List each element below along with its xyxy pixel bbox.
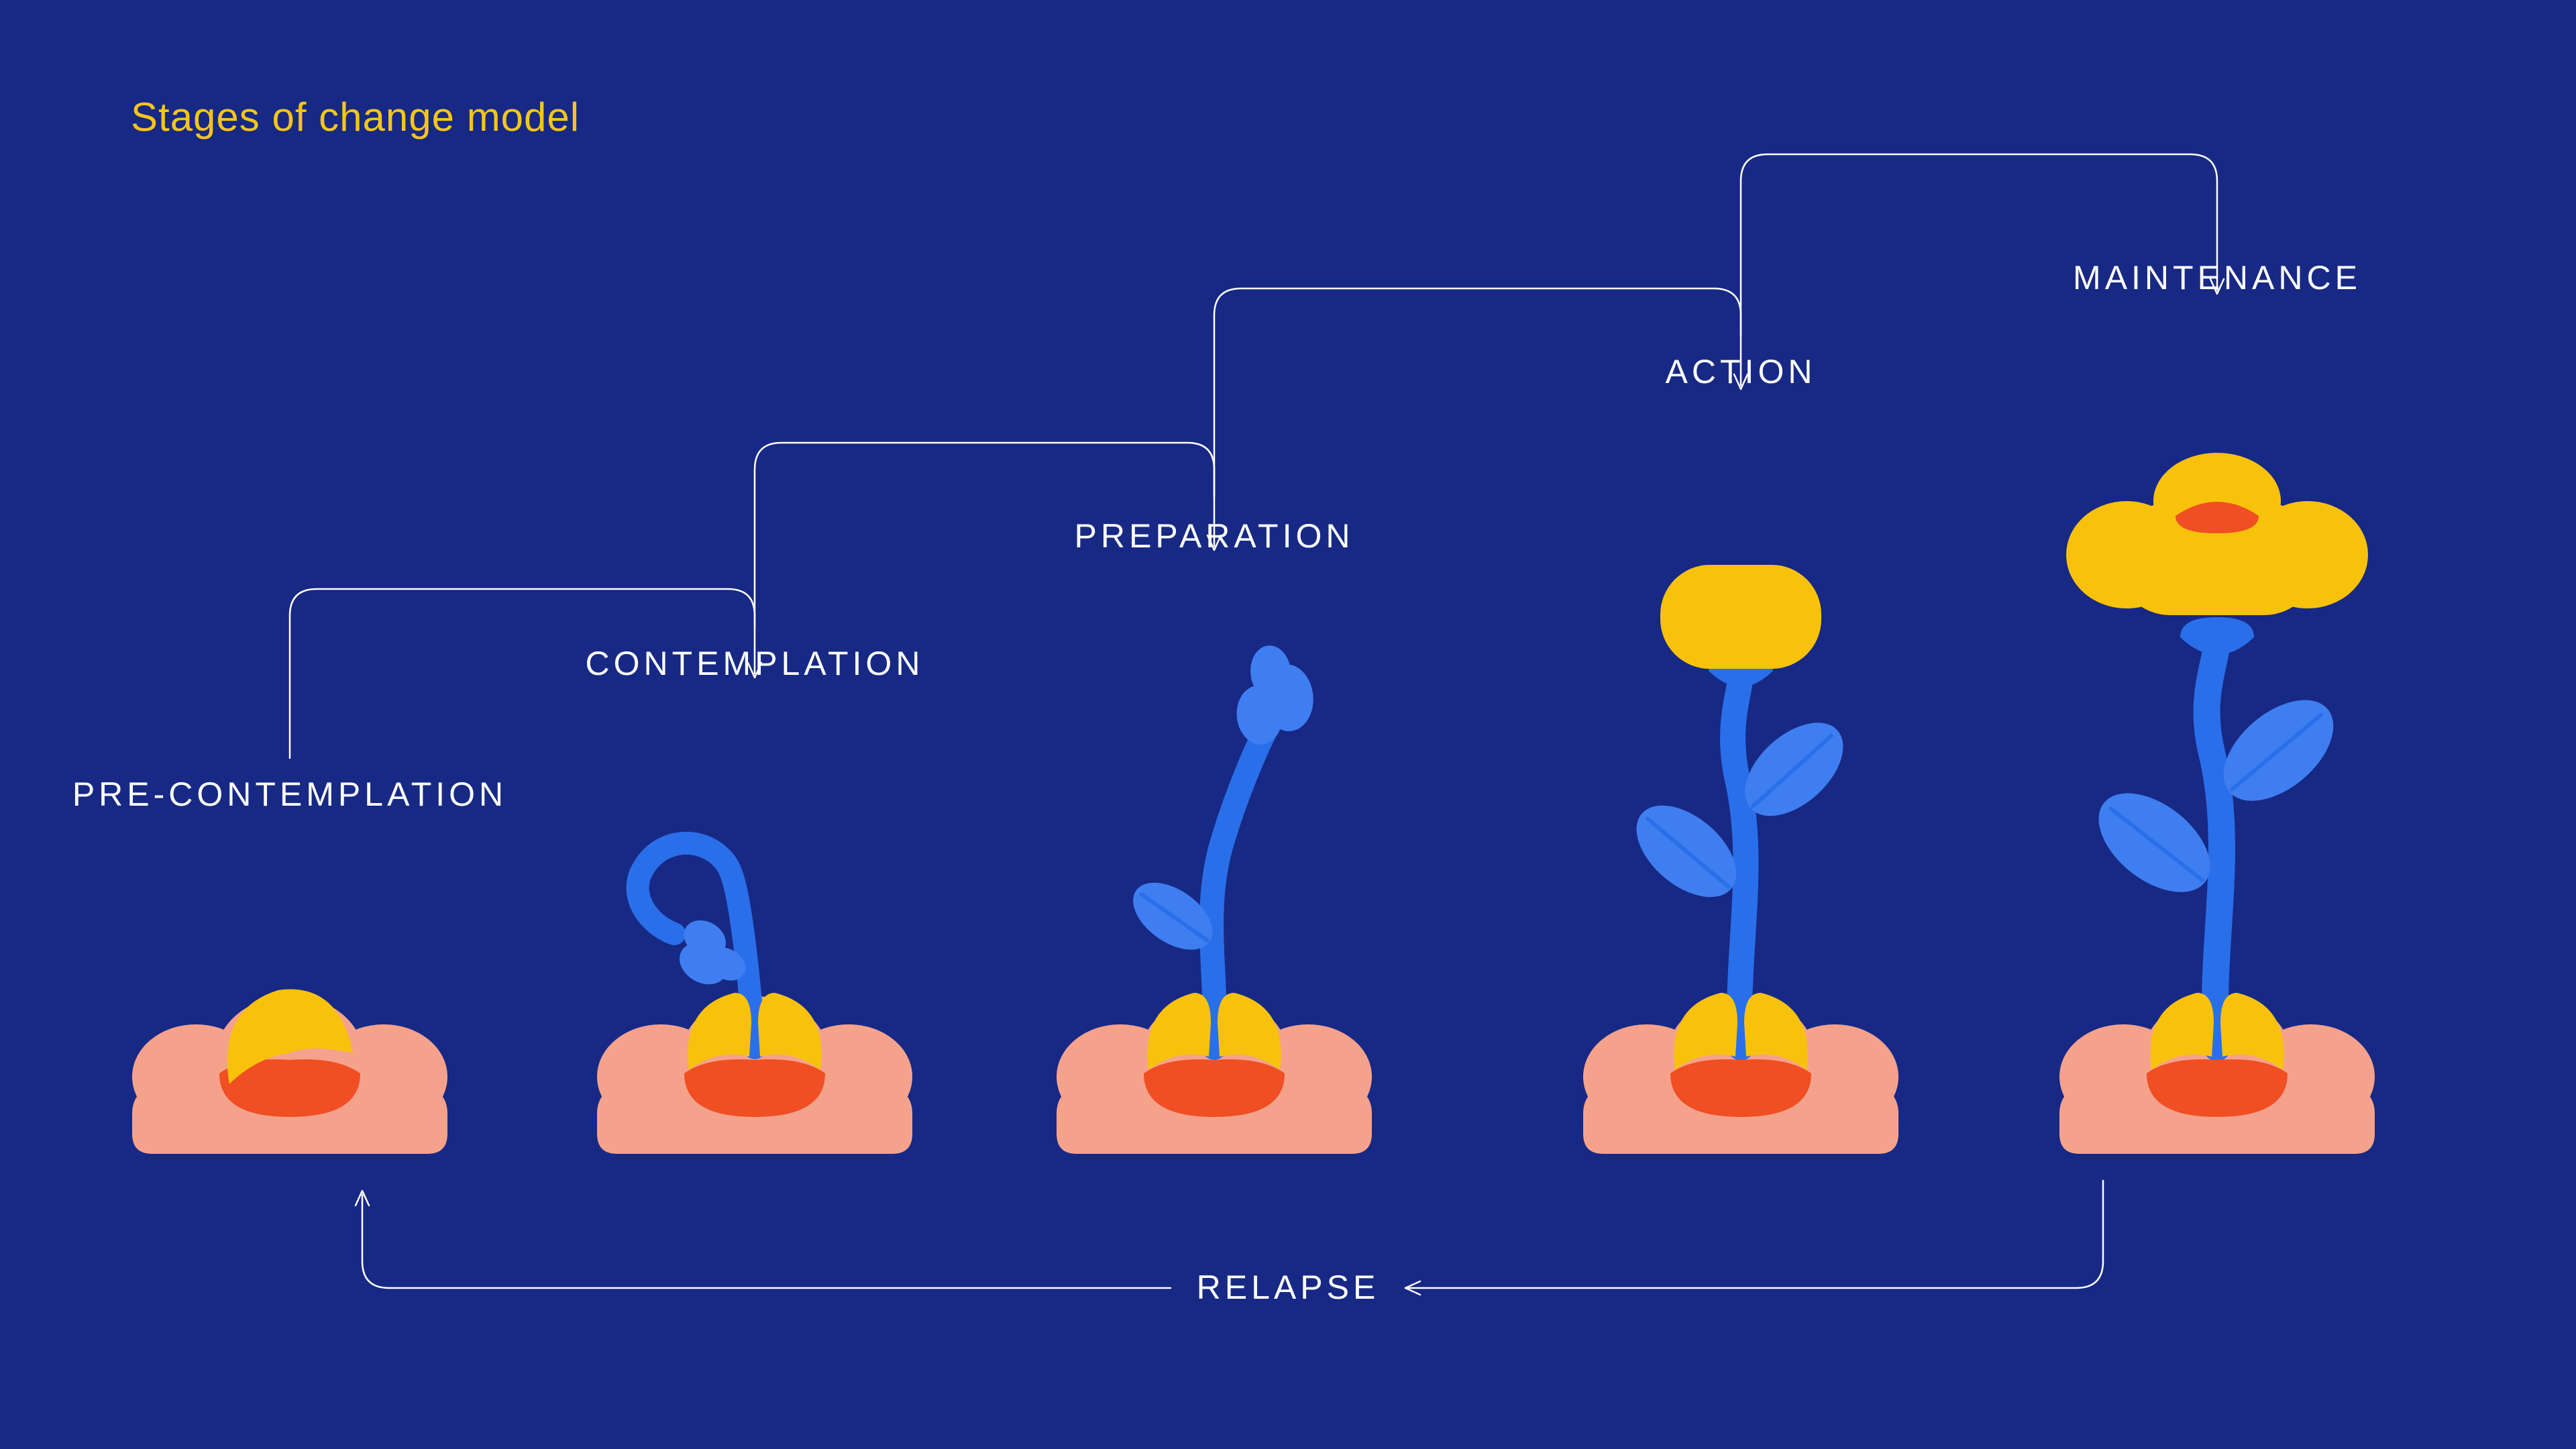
soil-mound: [1057, 996, 1372, 1154]
seed-split: [1670, 993, 1811, 1117]
plant-sprout: [1121, 642, 1317, 1048]
soil-mound: [2059, 996, 2375, 1154]
soil-mound: [597, 996, 912, 1154]
diagram-svg: [0, 0, 2576, 1449]
stage-label-contemplation: CONTEMPLATION: [586, 644, 924, 683]
seed: [210, 976, 360, 1117]
seed-split: [1144, 993, 1285, 1117]
plant-bud: [1619, 565, 1860, 1048]
plant-flower: [2066, 453, 2368, 1048]
stage-label-preparation: PREPARATION: [1075, 517, 1354, 555]
diagram-title: Stages of change model: [131, 94, 580, 140]
stage-label-maintenance: MAINTENANCE: [2073, 258, 2361, 297]
stage-label-action: ACTION: [1666, 352, 1817, 391]
relapse-label: RELAPSE: [1197, 1268, 1380, 1307]
stage-label-precontemplation: PRE-CONTEMPLATION: [72, 775, 507, 814]
seed-split: [684, 993, 825, 1117]
seed-split: [2147, 993, 2288, 1117]
diagram-canvas: Stages of change model PRE-CONTEMPLATION…: [0, 0, 2576, 1449]
soil-mound: [132, 996, 447, 1154]
soil-mound: [1583, 996, 1898, 1154]
plant-droop: [638, 843, 758, 1048]
